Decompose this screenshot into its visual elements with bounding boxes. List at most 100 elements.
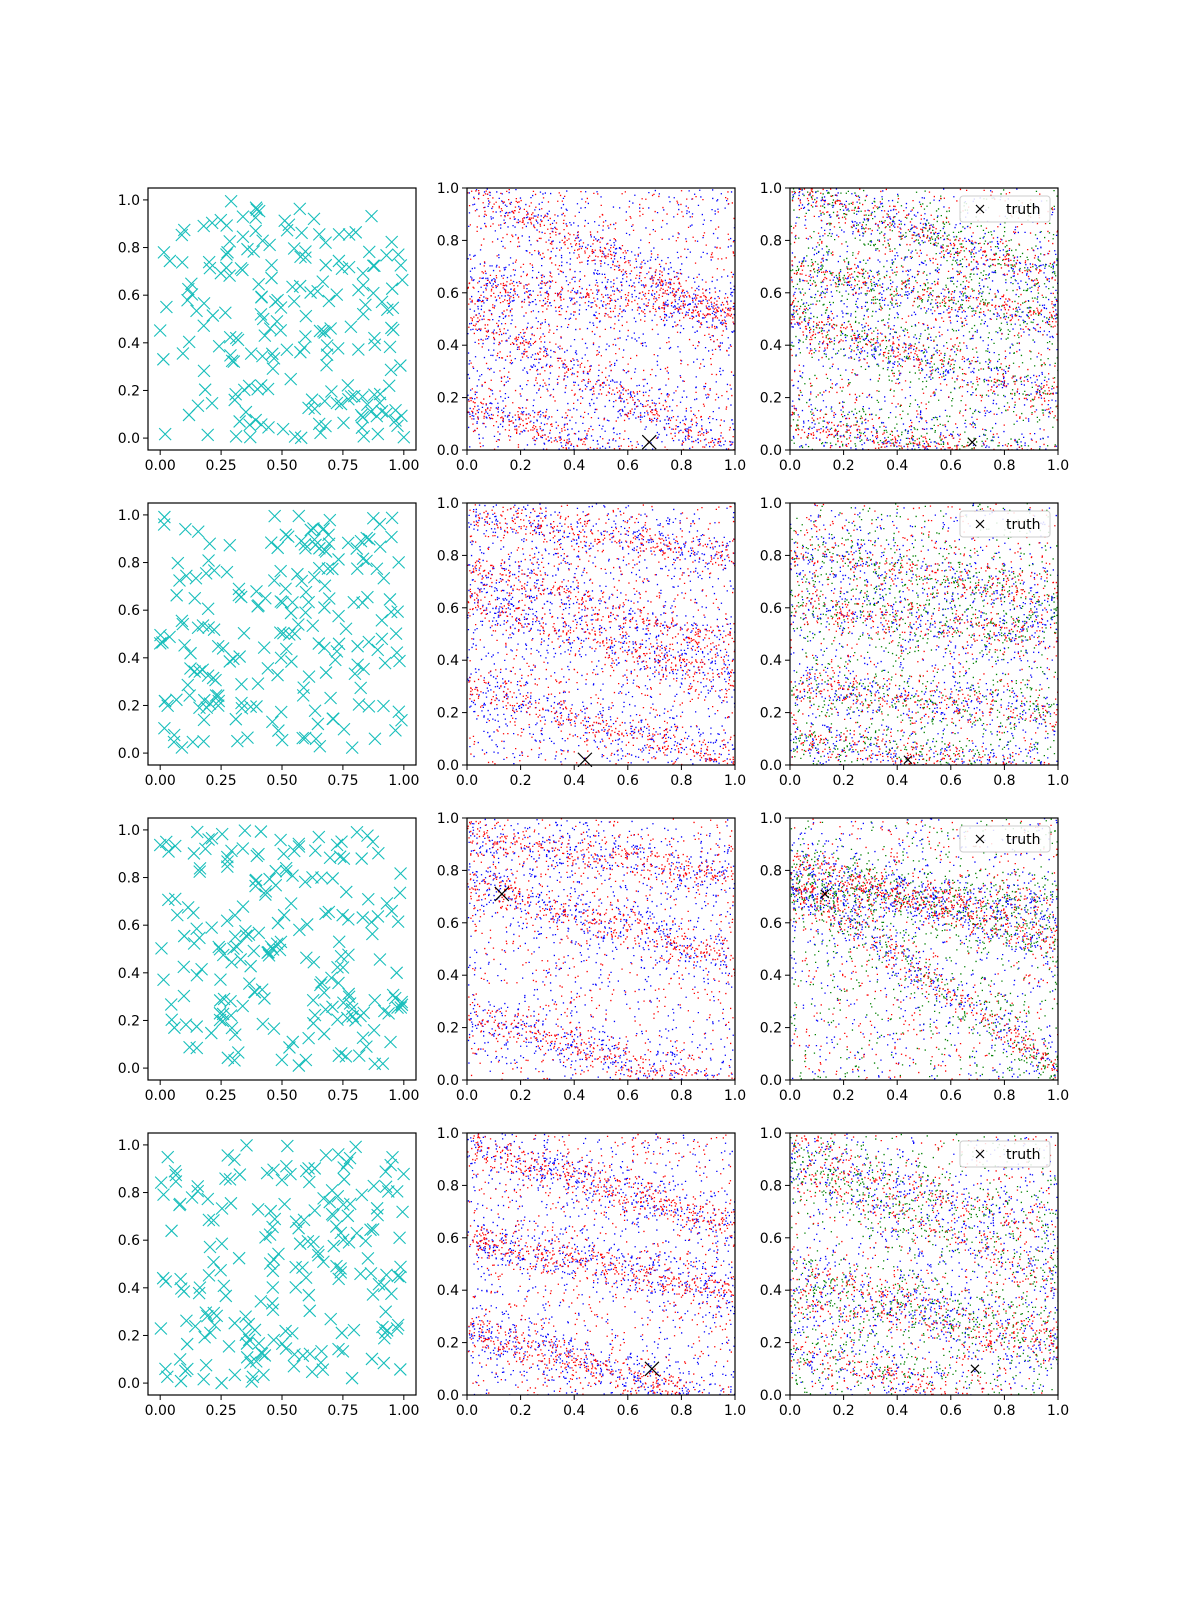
- sample-point: [337, 416, 350, 430]
- sample-point: [394, 867, 407, 880]
- sample-point: [332, 227, 346, 241]
- sample-point: [380, 1324, 394, 1337]
- series-dots: [467, 818, 735, 1080]
- sample-point: [288, 430, 302, 443]
- sample-point: [292, 837, 306, 851]
- x-tick-label: 0.25: [206, 1088, 237, 1104]
- y-tick-label: 0.2: [437, 706, 459, 722]
- series-red: [467, 189, 735, 450]
- plot-area: [467, 1133, 735, 1395]
- y-tick-label: 1.0: [437, 496, 459, 512]
- sample-point: [161, 699, 175, 713]
- y-tick-label: 0.2: [118, 1328, 140, 1344]
- sample-point: [168, 892, 182, 906]
- sample-point: [175, 614, 189, 628]
- y-tick-label: 0.6: [437, 286, 459, 302]
- y-tick-label: 0.0: [118, 431, 140, 447]
- sample-point: [350, 1226, 364, 1240]
- sample-point: [287, 242, 301, 255]
- sample-point: [352, 283, 365, 297]
- sample-point: [258, 992, 271, 1005]
- sample-point: [332, 935, 346, 949]
- sample-point: [236, 842, 250, 855]
- sample-point: [384, 1158, 398, 1172]
- y-tick-label: 1.0: [118, 193, 140, 209]
- sample-point: [220, 850, 234, 864]
- y-tick-label: 1.0: [118, 1138, 140, 1154]
- sample-point: [258, 591, 272, 605]
- sample-point: [250, 700, 263, 713]
- sample-point: [316, 1363, 330, 1377]
- sample-point: [293, 1237, 307, 1251]
- sample-point: [249, 211, 262, 225]
- sample-point: [332, 976, 345, 990]
- sample-point: [239, 1310, 253, 1323]
- series-blue: [467, 818, 735, 1080]
- sample-point: [154, 1322, 168, 1335]
- sample-point: [366, 1288, 380, 1301]
- sample-point: [331, 960, 344, 974]
- series-dots: [467, 188, 735, 450]
- sample-point: [199, 1358, 213, 1372]
- sample-point: [311, 284, 325, 298]
- sample-point: [258, 888, 272, 901]
- sample-point: [307, 212, 321, 226]
- sample-point: [312, 830, 326, 844]
- sample-point: [386, 323, 400, 337]
- sample-point: [216, 642, 230, 655]
- sample-point: [265, 258, 278, 272]
- sample-point: [384, 605, 398, 619]
- sample-point: [215, 1202, 229, 1215]
- series-red: [467, 818, 735, 1080]
- sample-point: [308, 704, 322, 718]
- sample-point: [205, 396, 219, 410]
- subplot-r2-c1: 0.0 0.2 0.4 0.6 0.8 1.0 0.0 0.2 0.4 0.6 0.8 1.0: [437, 811, 746, 1104]
- y-tick-label: 0.6: [437, 916, 459, 932]
- sample-point: [302, 1175, 316, 1189]
- y-tick-label: 0.4: [760, 653, 782, 669]
- sample-point: [256, 234, 270, 248]
- x-tick-label: 0.75: [327, 1088, 358, 1104]
- sample-point: [331, 1147, 345, 1161]
- x-tick-label: 0.8: [993, 1403, 1015, 1419]
- subplot-r1-c1: 0.0 0.2 0.4 0.6 0.8 1.0 0.0 0.2 0.4 0.6 0.8 1.0: [437, 496, 746, 789]
- series-green: [790, 1133, 1058, 1395]
- sample-point: [365, 915, 378, 929]
- sample-point: [316, 275, 330, 289]
- sample-point: [223, 234, 237, 248]
- y-tick-label: 0.4: [118, 651, 140, 667]
- sample-point: [190, 968, 204, 982]
- sample-point: [359, 1234, 373, 1248]
- sample-point: [178, 1364, 192, 1378]
- sample-point: [337, 1161, 351, 1174]
- sample-point: [223, 1173, 237, 1186]
- sample-point: [385, 904, 399, 918]
- sample-point: [279, 864, 293, 878]
- sample-point: [296, 1349, 310, 1363]
- sample-point: [380, 303, 394, 317]
- sample-point: [266, 1281, 280, 1294]
- sample-point: [254, 1295, 268, 1308]
- sample-point: [341, 913, 355, 926]
- sample-point: [180, 1314, 193, 1328]
- sample-point: [274, 935, 288, 949]
- truth-marker: [644, 1361, 660, 1377]
- sample-point: [305, 393, 319, 407]
- sample-point: [284, 897, 298, 910]
- sample-point: [205, 831, 219, 845]
- sample-point: [323, 851, 337, 865]
- sample-point: [362, 635, 376, 649]
- sample-point: [393, 886, 407, 900]
- sample-point: [336, 1344, 350, 1358]
- plot-area: [790, 503, 1058, 765]
- sample-point: [200, 1309, 214, 1323]
- x-tick-label: 0.0: [779, 773, 801, 789]
- series-red: [467, 1133, 735, 1395]
- sample-point: [334, 1265, 348, 1279]
- y-tick-label: 0.4: [437, 1283, 459, 1299]
- x-tick-label: 1.0: [724, 458, 746, 474]
- sample-point: [267, 1163, 280, 1177]
- sample-point: [224, 349, 237, 362]
- sample-point: [181, 293, 194, 307]
- sample-point: [395, 273, 409, 287]
